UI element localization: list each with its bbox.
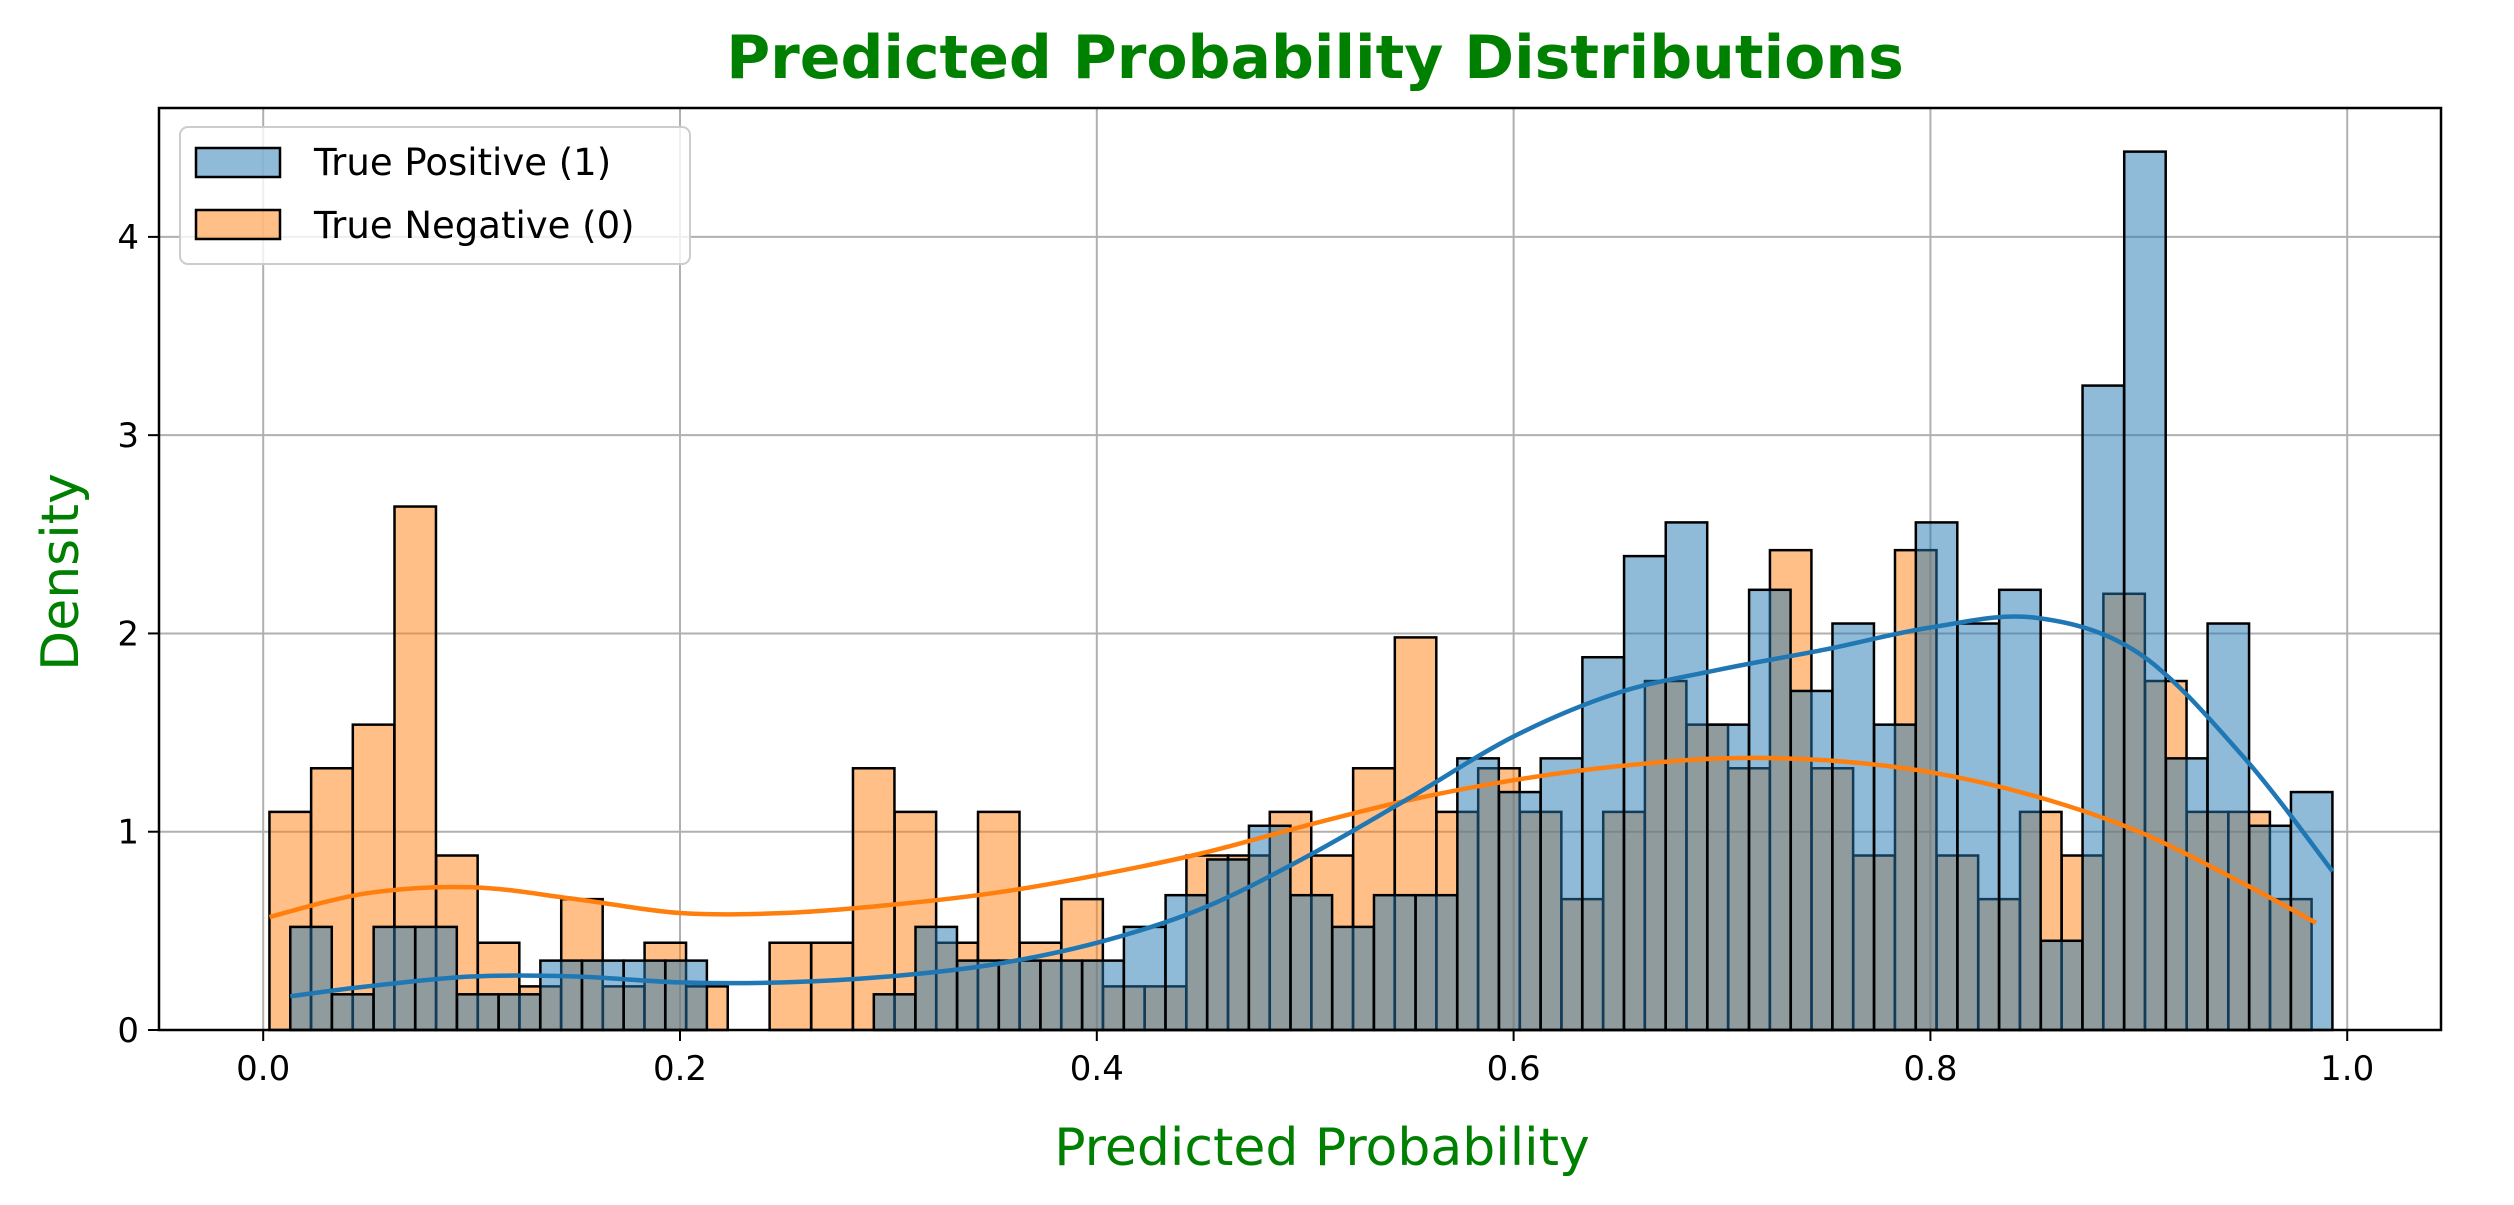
y-tick-label: 2 <box>117 614 139 654</box>
histogram-bar-negative <box>851 767 896 1032</box>
x-tick-label: 0.6 <box>1487 1049 1541 1089</box>
histogram-bar-positive <box>289 925 334 1032</box>
histogram-bar-positive <box>455 993 500 1032</box>
histogram-bar-positive <box>664 959 709 1032</box>
histogram-bar-positive <box>1497 790 1542 1032</box>
histogram-bar-positive <box>330 993 375 1032</box>
plot-frame <box>157 106 2443 1032</box>
legend-label-negative: True Negative (0) <box>313 204 635 247</box>
y-axis-label: Density <box>31 473 91 671</box>
legend-swatch-positive <box>194 146 282 179</box>
x-tick-label: 0.4 <box>1070 1049 1124 1089</box>
histogram-bar-positive <box>497 993 542 1032</box>
histogram-bar-positive <box>1414 893 1459 1032</box>
histogram-bar-positive <box>1289 893 1334 1032</box>
positive-bars <box>289 150 2334 1032</box>
x-tick-label: 0.0 <box>236 1049 290 1089</box>
histogram-bar-positive <box>1331 925 1376 1032</box>
histogram-bar-positive <box>622 959 667 1032</box>
axis-ticks: 0.0 0.2 0.4 0.6 0.8 1.0 0 1 2 3 4 <box>117 218 2374 1089</box>
histogram-bar-positive <box>1581 655 1626 1032</box>
histogram-bar-positive <box>1997 588 2042 1032</box>
histogram-bar-positive <box>2039 939 2084 1032</box>
x-axis-label: Predicted Probability <box>1054 1118 1590 1178</box>
histogram-bar-positive <box>1039 959 1084 1032</box>
kde-curves <box>268 614 2335 999</box>
histogram-bar-positive <box>2248 824 2292 1032</box>
x-tick-label: 0.2 <box>653 1049 707 1089</box>
histogram-bar-positive <box>1122 925 1167 1032</box>
legend-swatch-negative <box>194 208 282 241</box>
histogram-bar-positive <box>1372 893 1417 1032</box>
kde-curve-negative <box>268 755 2318 925</box>
histogram-bar-positive <box>539 959 584 1032</box>
histogram-bar-positive <box>1789 689 1834 1032</box>
histogram-bar-positive <box>914 925 959 1032</box>
histogram-bar-negative <box>810 941 855 1032</box>
histogram-bar-positive <box>1539 757 1584 1032</box>
y-tick-label: 4 <box>117 218 139 258</box>
histogram-bar-positive <box>372 925 417 1032</box>
histogram-bar-positive <box>1956 622 2001 1032</box>
kde-curve-positive <box>290 614 2335 999</box>
x-tick-label: 0.8 <box>1903 1049 1957 1089</box>
histogram-bar-positive <box>997 959 1042 1032</box>
x-tick-label: 1.0 <box>2320 1049 2374 1089</box>
legend-box <box>179 126 691 265</box>
chart-title: Predicted Probability Distributions <box>726 23 1904 93</box>
y-tick-label: 0 <box>117 1011 139 1051</box>
histogram-bar-positive <box>1206 858 1250 1032</box>
histogram-bar-positive <box>1706 723 1751 1032</box>
histogram-bar-positive <box>1831 622 1876 1032</box>
legend: True Positive (1) True Negative (0) <box>179 126 691 265</box>
histogram-bar-positive <box>872 993 917 1032</box>
y-tick-label: 3 <box>117 416 139 456</box>
histogram-bar-positive <box>1622 554 1667 1032</box>
histogram-bar-positive <box>1247 824 1292 1032</box>
histogram-bar-positive <box>1456 757 1501 1032</box>
histogram-bar-positive <box>2122 150 2167 1032</box>
legend-label-positive: True Positive (1) <box>313 141 611 184</box>
histogram-bar-negative <box>768 941 813 1032</box>
histogram-bar-positive <box>2164 757 2209 1032</box>
histogram-bar-positive <box>2206 622 2251 1032</box>
histogram-bar-positive <box>2081 384 2126 1032</box>
y-tick-label: 1 <box>117 813 139 853</box>
histogram-bar-positive <box>580 959 625 1032</box>
histogram-bar-positive <box>1080 959 1125 1032</box>
histogram-bar-positive <box>1664 521 1709 1032</box>
